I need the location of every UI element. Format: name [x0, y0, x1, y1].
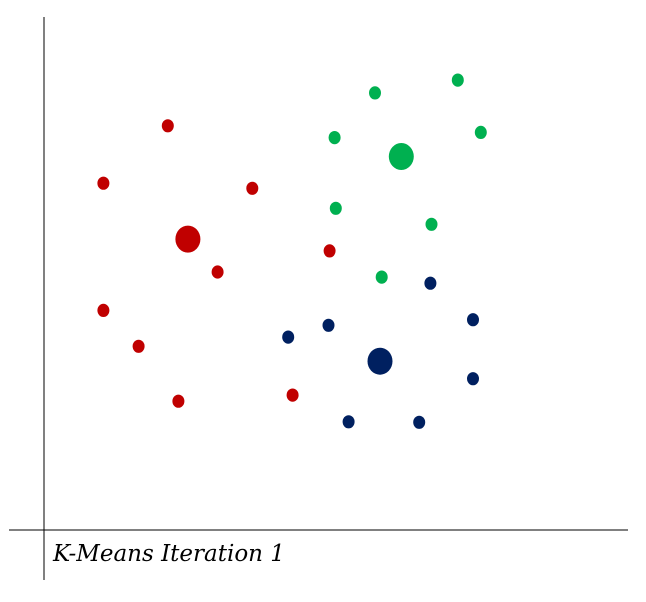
data-point-2-6: [425, 217, 438, 231]
data-point-1-1: [161, 119, 174, 133]
data-point-3-2: [467, 313, 479, 327]
centroid-3: [367, 347, 393, 375]
chart-caption: K-Means Iteration 1: [52, 541, 285, 567]
data-point-1-3: [246, 181, 259, 195]
data-point-2-2: [369, 86, 381, 100]
data-point-1-2: [97, 176, 110, 190]
data-point-1-4: [323, 244, 336, 258]
data-point-3-6: [342, 415, 355, 429]
centroid-2: [388, 143, 414, 170]
data-point-2-4: [328, 131, 341, 145]
data-point-3-5: [467, 372, 479, 386]
data-point-2-3: [474, 125, 487, 139]
data-point-1-5: [211, 265, 224, 279]
data-point-3-4: [282, 330, 295, 344]
data-point-2-7: [375, 270, 388, 284]
data-point-3-3: [322, 318, 335, 332]
data-point-1-9: [172, 394, 185, 408]
data-point-2-5: [329, 201, 342, 215]
centroid-1: [175, 225, 201, 253]
data-marks: [97, 73, 487, 429]
data-point-1-7: [132, 339, 145, 353]
data-point-1-8: [286, 388, 299, 402]
data-point-3-1: [424, 276, 437, 290]
data-point-1-6: [97, 303, 110, 317]
data-point-2-1: [451, 73, 464, 87]
data-point-3-7: [413, 415, 426, 429]
